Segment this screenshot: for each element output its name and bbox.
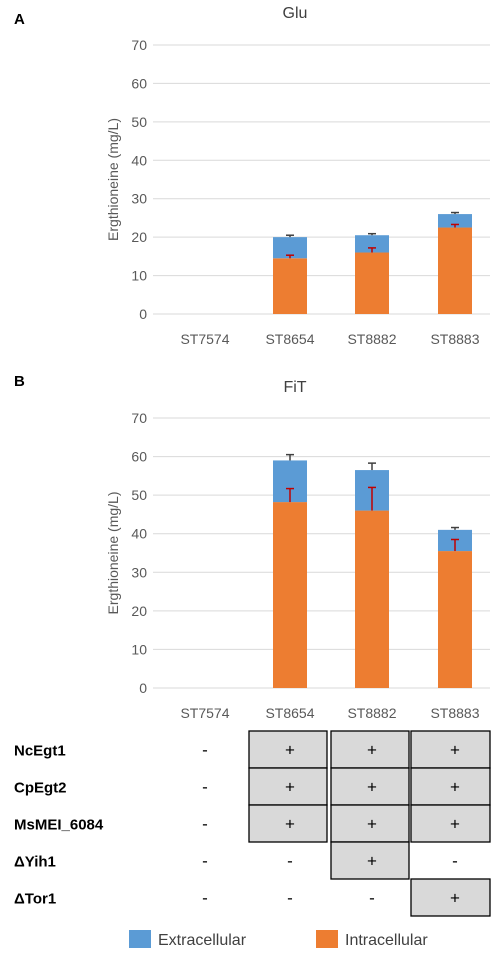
genotype-cell-symbol: + — [285, 741, 295, 760]
genotype-cell-box — [410, 878, 491, 917]
chart-b-bar-intracellular — [273, 502, 307, 688]
legend-label: Extracellular — [158, 932, 247, 949]
genotype-cell-symbol: + — [450, 778, 460, 797]
genotype-cell-box — [330, 767, 410, 806]
chart-a-ytick-label: 30 — [131, 191, 147, 207]
genotype-row-label: NcEgt1 — [14, 743, 66, 760]
chart-b-ytick-label: 70 — [131, 410, 147, 426]
genotype-cell-symbol: + — [450, 741, 460, 760]
legend-swatch — [129, 930, 151, 948]
genotype-cell-symbol: - — [369, 889, 375, 908]
chart-b-category-label: ST7574 — [180, 705, 229, 721]
chart-a-bar-intracellular — [355, 252, 389, 314]
chart-a-category-label: ST8883 — [430, 331, 479, 347]
genotype-cell-symbol: + — [450, 889, 460, 908]
chart-a-ytick-label: 0 — [139, 306, 147, 322]
chart-a-category-label: ST8882 — [347, 331, 396, 347]
genotype-cell-symbol: + — [285, 778, 295, 797]
genotype-cell-symbol: + — [450, 815, 460, 834]
chart-a-bar-intracellular — [273, 258, 307, 314]
chart-a-bar-extracellular — [273, 237, 307, 259]
chart-b-category-label: ST8882 — [347, 705, 396, 721]
genotype-cell-box — [330, 730, 410, 769]
genotype-row-label: CpEgt2 — [14, 780, 67, 797]
chart-a-category-label: ST7574 — [180, 331, 229, 347]
chart-a: 0 10 20 30 40 50 60 70 Ergthioneine (mg/L) ST7574… — [105, 37, 490, 347]
genotype-cell-box — [410, 804, 491, 843]
genotype-cell-symbol: - — [202, 889, 208, 908]
genotype-cell-symbol: + — [285, 815, 295, 834]
chart-a-ytick-label: 70 — [131, 37, 147, 53]
genotype-cell-box — [248, 730, 328, 769]
chart-b-category-label: ST8654 — [265, 705, 314, 721]
genotype-cell-symbol: - — [202, 778, 208, 797]
panel-letter-a: A — [14, 11, 25, 28]
chart-a-ytick-label: 40 — [131, 152, 147, 168]
genotype-cell-symbol: + — [367, 852, 377, 871]
chart-b-ytick-label: 30 — [131, 564, 147, 580]
genotype-cell-symbol: - — [202, 741, 208, 760]
genotype-cell-box — [330, 841, 410, 880]
chart-b-ytick-label: 10 — [131, 641, 147, 657]
chart-a-category-label: ST8654 — [265, 331, 314, 347]
genotype-cell-symbol: - — [202, 815, 208, 834]
chart-a-bar-extracellular — [355, 235, 389, 253]
genotype-cell-symbol: - — [287, 852, 293, 871]
chart-b-title: FiT — [283, 379, 306, 396]
chart-a-title: Glu — [283, 5, 308, 22]
genotype-row-label: ΔTor1 — [14, 891, 56, 908]
genotype-cell-symbol: + — [367, 815, 377, 834]
chart-b-ytick-label: 40 — [131, 526, 147, 542]
genotype-cell-box — [410, 730, 491, 769]
chart-b-ytick-label: 20 — [131, 603, 147, 619]
chart-a-ytick-label: 20 — [131, 229, 147, 245]
chart-b-ytick-label: 50 — [131, 487, 147, 503]
genotype-cell-symbol: + — [367, 741, 377, 760]
genotype-cell-symbol: - — [287, 889, 293, 908]
genotype-cell-box — [248, 767, 328, 806]
panel-letter-b: B — [14, 373, 25, 390]
genotype-cell-box — [330, 804, 410, 843]
chart-a-bar-extracellular — [438, 214, 472, 228]
chart-b-ytick-label: 0 — [139, 680, 147, 696]
chart-b: 0 10 20 30 40 50 60 70 Ergthioneine (mg/L) ST7574… — [105, 410, 490, 721]
genotype-cell-symbol: + — [367, 778, 377, 797]
chart-b-bar-intracellular — [355, 510, 389, 688]
chart-a-bar-intracellular — [438, 227, 472, 314]
genotype-cell-symbol: - — [452, 852, 458, 871]
chart-b-ytick-label: 60 — [131, 449, 147, 465]
legend-label: Intracellular — [345, 932, 428, 949]
chart-b-category-label: ST8883 — [430, 705, 479, 721]
chart-b-ylabel: Ergthioneine (mg/L) — [105, 492, 121, 615]
genotype-cell-box — [248, 804, 328, 843]
chart-a-ylabel: Ergthioneine (mg/L) — [105, 118, 121, 241]
chart-a-ytick-label: 50 — [131, 114, 147, 130]
legend-swatch — [316, 930, 338, 948]
legend: Extracellular Intracellular — [129, 930, 428, 949]
genotype-row-label: MsMEI_6084 — [14, 817, 104, 834]
chart-a-ytick-label: 60 — [131, 75, 147, 91]
genotype-cell-symbol: - — [202, 852, 208, 871]
chart-b-bar-intracellular — [438, 551, 472, 688]
genotype-table: NcEgt1 - + + + CpEgt2 - + + + MsMEI_6084 - + + + ΔYih1 -… — [14, 730, 491, 917]
genotype-cell-box — [410, 767, 491, 806]
chart-a-ytick-label: 10 — [131, 268, 147, 284]
genotype-row-label: ΔYih1 — [14, 854, 56, 871]
